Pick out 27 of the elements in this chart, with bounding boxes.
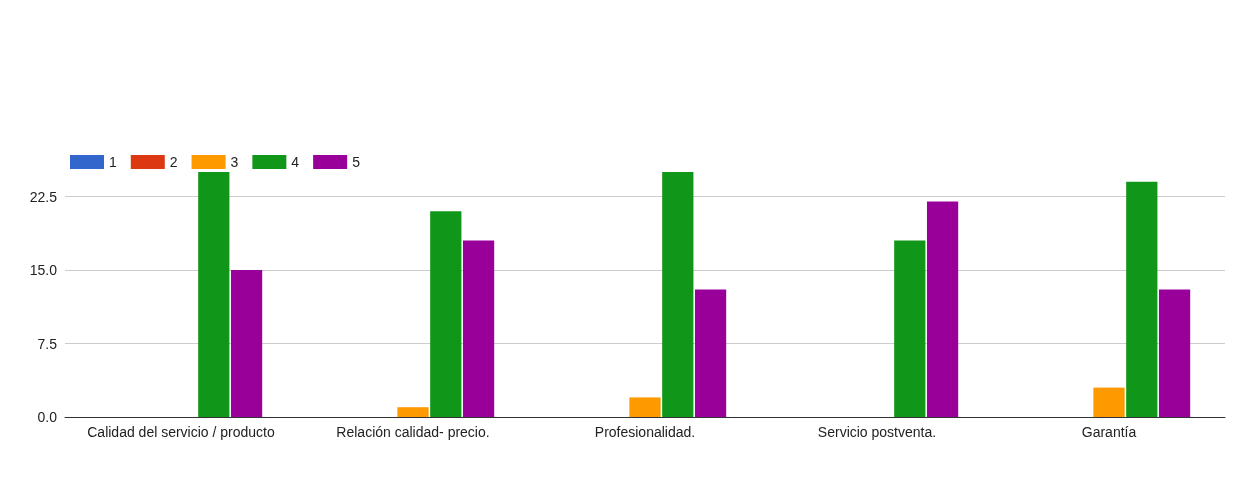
bar — [1158, 289, 1191, 417]
legend-label: 3 — [230, 154, 239, 170]
bar — [1126, 181, 1158, 417]
bar — [430, 211, 462, 417]
x-tick-label: Profesionalidad. — [594, 424, 696, 440]
bar — [694, 289, 727, 417]
bar — [629, 397, 661, 417]
bar — [894, 240, 926, 417]
bar — [397, 407, 429, 417]
y-tick-label: 22.5 — [29, 188, 58, 205]
bar — [230, 270, 263, 417]
bar — [662, 172, 694, 417]
y-tick-label: 0.0 — [37, 409, 58, 425]
y-tick-label: 15.0 — [29, 262, 58, 278]
bar — [198, 172, 230, 417]
x-tick-label: Servicio postventa. — [817, 424, 937, 440]
bar — [926, 201, 959, 417]
x-tick-label: Relación calidad- precio. — [336, 424, 490, 440]
legend-label: 2 — [169, 154, 178, 170]
legend-label: 4 — [291, 154, 300, 170]
x-tick-label: Garantía — [1081, 424, 1137, 440]
bar — [1093, 387, 1125, 417]
x-tick-label: Calidad del servicio / producto — [87, 424, 275, 440]
bar — [462, 240, 495, 417]
y-tick-label: 7.5 — [37, 335, 58, 352]
legend-label: 5 — [352, 154, 361, 170]
legend-label: 1 — [109, 154, 117, 170]
